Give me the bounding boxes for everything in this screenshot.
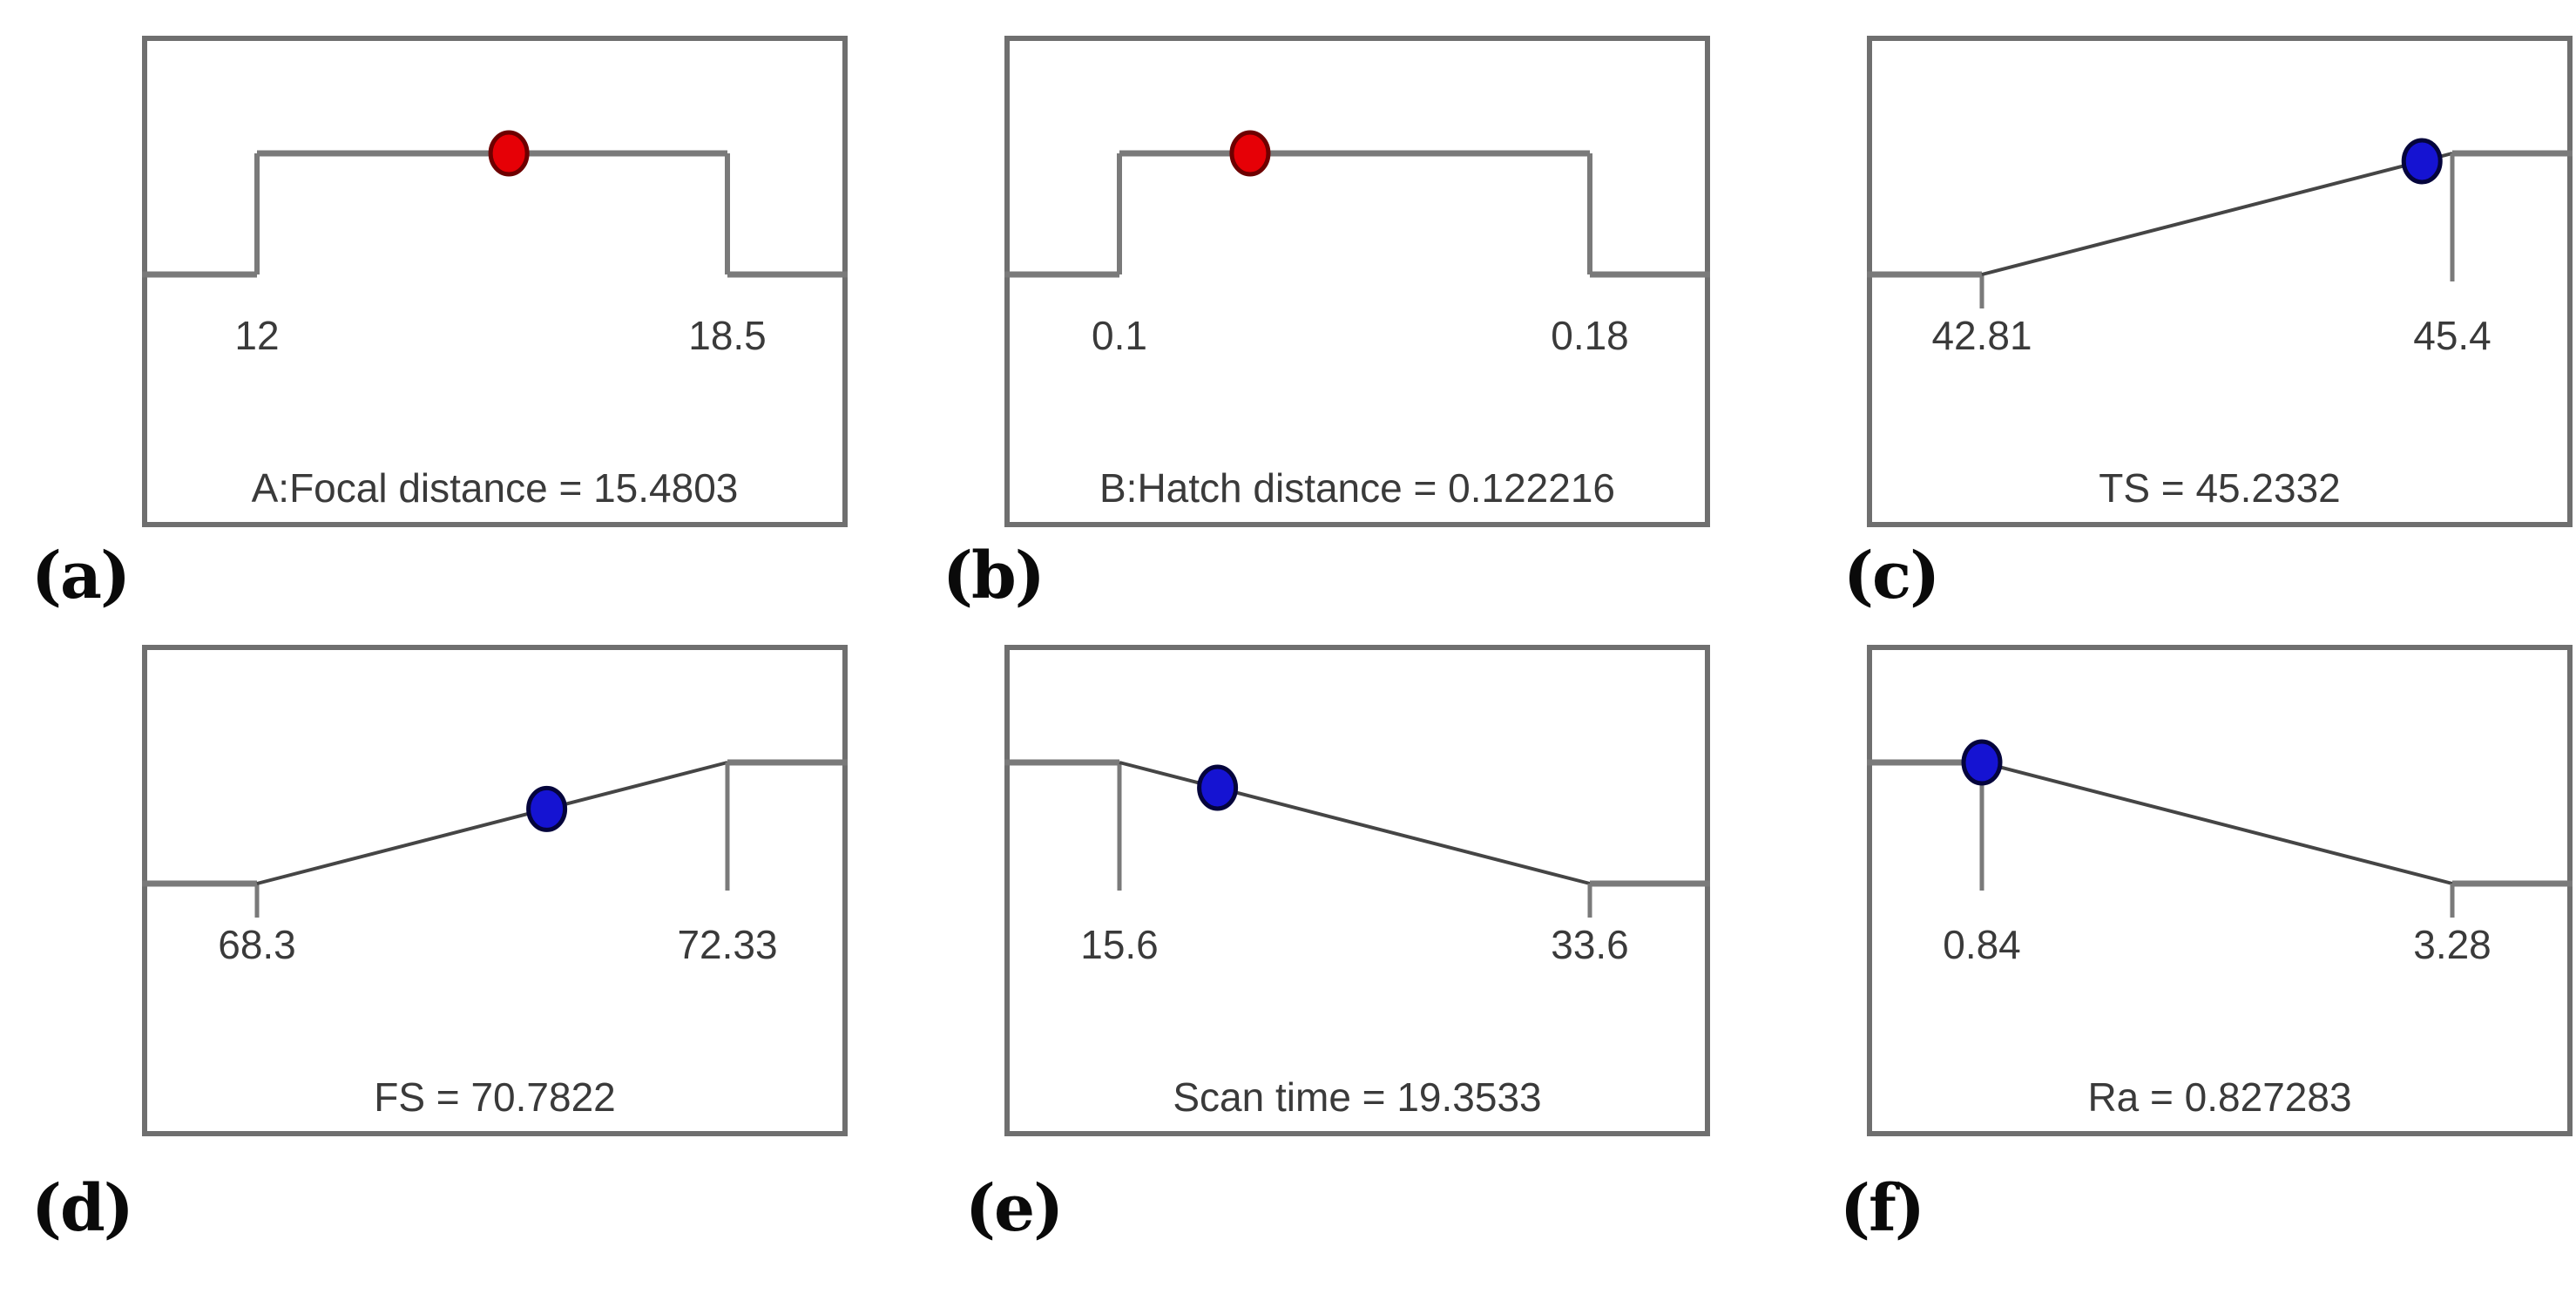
limit-low-label: 68.3 <box>218 922 296 967</box>
limit-high-label: 18.5 <box>688 313 767 358</box>
ramp-chart-scan-time: 15.6 33.6 Scan time = 19.3533 <box>1004 645 1710 1136</box>
limit-high-label: 3.28 <box>2413 922 2491 967</box>
ramp-panel-focal-distance: 12 18.5 A:Focal distance = 15.4803 <box>142 36 848 527</box>
panel-letter-d: (d) <box>31 1171 134 1246</box>
ramp-diagonal <box>256 761 728 885</box>
ramp-panel-hatch-distance: 0.1 0.18 B:Hatch distance = 0.122216 <box>1004 36 1710 527</box>
panel-frame <box>1867 645 2573 1136</box>
panel-letter-a: (a) <box>31 539 131 613</box>
blue-marker-dot <box>1961 739 2003 786</box>
panel-letter-c: (c) <box>1843 539 1940 613</box>
panel-caption: Ra = 0.827283 <box>2087 1074 2351 1120</box>
ramp-diagonal <box>1119 761 1591 885</box>
panel-caption: A:Focal distance = 15.4803 <box>252 465 739 511</box>
panel-frame <box>1867 36 2573 527</box>
panel-caption: Scan time = 19.3533 <box>1173 1074 1541 1120</box>
panel-letter-b: (b) <box>943 539 1045 613</box>
ramp-panel-fs: 68.3 72.33 FS = 70.7822 <box>142 645 848 1136</box>
red-marker-dot <box>488 130 530 177</box>
ramp-chart-hatch-distance: 0.1 0.18 B:Hatch distance = 0.122216 <box>1004 36 1710 527</box>
limit-high-label: 72.33 <box>677 922 777 967</box>
ramp-chart-ts: 42.81 45.4 TS = 45.2332 <box>1867 36 2573 527</box>
limit-low-label: 0.1 <box>1092 313 1147 358</box>
panel-caption: TS = 45.2332 <box>2099 465 2340 511</box>
red-marker-dot <box>1229 130 1271 177</box>
panel-frame <box>142 645 848 1136</box>
panel-frame <box>142 36 848 527</box>
limit-high-label: 0.18 <box>1551 313 1629 358</box>
ramp-diagonal <box>1981 152 2453 276</box>
ramp-chart-fs: 68.3 72.33 FS = 70.7822 <box>142 645 848 1136</box>
blue-marker-dot <box>2401 138 2443 185</box>
limit-high-label: 33.6 <box>1551 922 1629 967</box>
ramp-panel-ra: 0.84 3.28 Ra = 0.827283 <box>1867 645 2573 1136</box>
panel-letter-f: (f) <box>1840 1171 1925 1246</box>
panel-frame <box>1004 36 1710 527</box>
panel-frame <box>1004 645 1710 1136</box>
ramp-chart-focal-distance: 12 18.5 A:Focal distance = 15.4803 <box>142 36 848 527</box>
blue-marker-dot <box>1197 764 1239 811</box>
panel-letter-e: (e) <box>965 1171 1064 1246</box>
limit-low-label: 12 <box>234 313 279 358</box>
limit-low-label: 0.84 <box>1943 922 2021 967</box>
limit-low-label: 42.81 <box>1931 313 2032 358</box>
limit-high-label: 45.4 <box>2413 313 2491 358</box>
ramp-diagonal <box>1981 761 2453 885</box>
panel-caption: FS = 70.7822 <box>374 1074 615 1120</box>
blue-marker-dot <box>526 785 568 832</box>
panel-caption: B:Hatch distance = 0.122216 <box>1099 465 1615 511</box>
ramp-panel-scan-time: 15.6 33.6 Scan time = 19.3533 <box>1004 645 1710 1136</box>
ramp-panel-ts: 42.81 45.4 TS = 45.2332 <box>1867 36 2573 527</box>
ramp-chart-ra: 0.84 3.28 Ra = 0.827283 <box>1867 645 2573 1136</box>
limit-low-label: 15.6 <box>1080 922 1159 967</box>
